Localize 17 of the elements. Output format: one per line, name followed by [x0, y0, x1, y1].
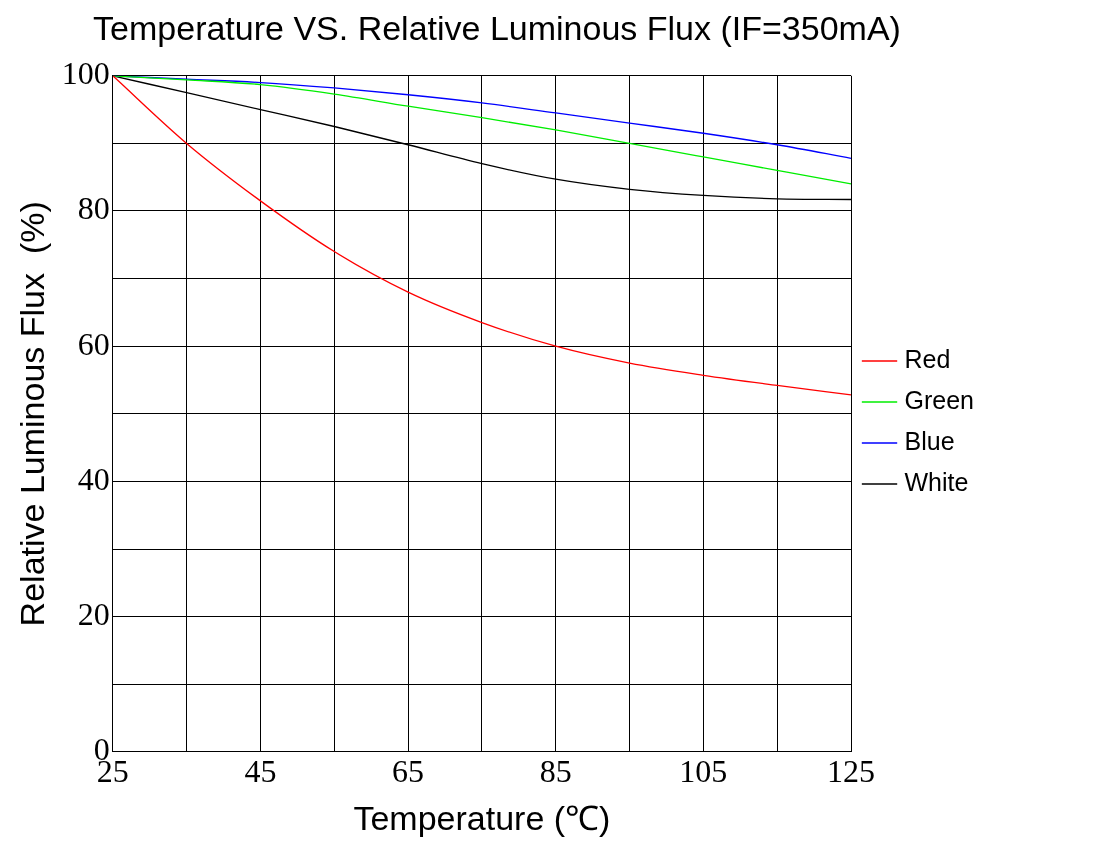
chart-title: Temperature VS. Relative Luminous Flux (IF=350mA): [93, 8, 901, 47]
legend-label: Red: [904, 344, 951, 373]
x-tick-label: 45: [244, 753, 277, 790]
x-tick-label: 85: [539, 753, 572, 790]
x-tick-label: 105: [679, 753, 728, 790]
y-tick-label: 60: [77, 325, 110, 362]
legend-label: Blue: [904, 426, 955, 455]
y-tick-label: 40: [77, 460, 110, 497]
y-axis-title: Relative Luminous Flux (%): [12, 201, 51, 627]
y-tick-label: 100: [61, 55, 110, 92]
y-tick-label: 80: [77, 190, 110, 227]
x-tick-label: 65: [392, 753, 425, 790]
legend-label: White: [904, 467, 969, 496]
x-tick-label: 125: [827, 753, 876, 790]
x-axis-title: Temperature (℃): [353, 798, 611, 837]
y-tick-label: 20: [77, 596, 110, 633]
legend-label: Green: [904, 385, 974, 414]
